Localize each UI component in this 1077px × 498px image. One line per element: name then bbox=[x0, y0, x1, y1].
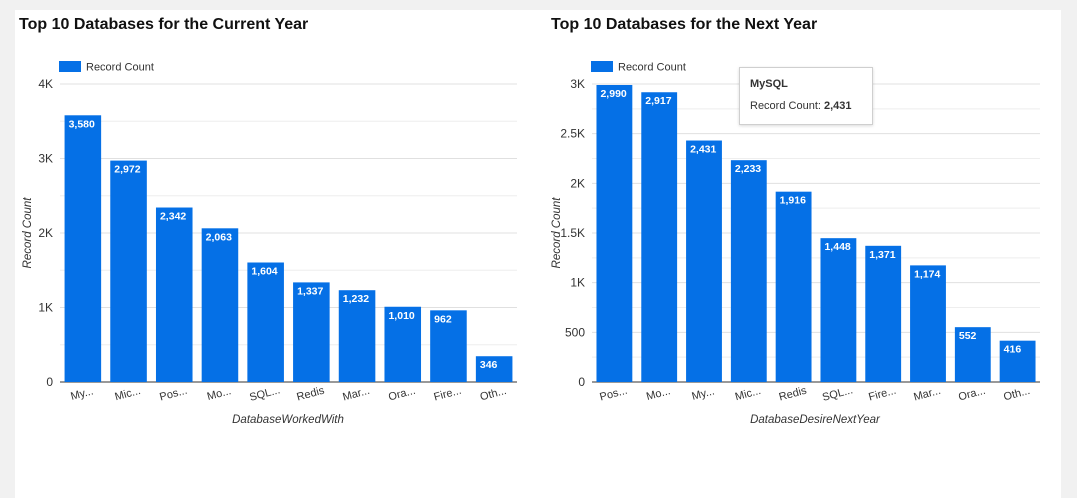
y-tick-label: 3K bbox=[38, 152, 53, 166]
bar bbox=[910, 265, 946, 382]
bar-value-label: 346 bbox=[480, 359, 498, 371]
tooltip-title: MySQL bbox=[750, 78, 788, 90]
bar-value-label: 1,371 bbox=[869, 249, 895, 261]
x-tick-label: Mo... bbox=[645, 385, 672, 403]
x-tick-label: SQL... bbox=[821, 384, 854, 404]
bar-value-label: 2,063 bbox=[206, 231, 232, 243]
x-axis-title: DatabaseDesireNextYear bbox=[750, 414, 881, 426]
bar bbox=[247, 262, 284, 382]
bar bbox=[730, 160, 767, 382]
bar bbox=[775, 191, 812, 382]
bar bbox=[384, 306, 422, 382]
bar bbox=[338, 290, 376, 382]
bar-value-label: 1,916 bbox=[780, 195, 806, 207]
bar-value-label: 2,233 bbox=[735, 163, 761, 175]
bar bbox=[865, 245, 902, 382]
bar-value-label: 2,431 bbox=[690, 144, 716, 156]
x-tick-label: Pos... bbox=[598, 385, 628, 404]
tooltip-label: Record Count: bbox=[750, 100, 821, 112]
bar bbox=[596, 84, 633, 382]
bar bbox=[820, 238, 857, 382]
bar-value-label: 552 bbox=[959, 330, 977, 342]
y-tick-label: 2.5K bbox=[560, 127, 585, 141]
chart-title-current-year: Top 10 Databases for the Current Year bbox=[19, 16, 309, 33]
y-tick-label: 2K bbox=[570, 176, 585, 190]
y-tick-label: 2K bbox=[38, 226, 53, 240]
legend-label: Record Count bbox=[618, 62, 686, 74]
bar bbox=[954, 327, 991, 382]
bar-tooltip: MySQL Record Count: 2,431 bbox=[739, 67, 873, 125]
x-axis-title: DatabaseWorkedWith bbox=[232, 414, 344, 426]
x-tick-label: Ora... bbox=[957, 385, 987, 404]
bar-value-label: 3,580 bbox=[69, 118, 95, 130]
bar-value-label: 416 bbox=[1004, 344, 1022, 356]
bar bbox=[475, 356, 513, 382]
bar bbox=[64, 115, 102, 382]
bar-value-label: 2,972 bbox=[114, 164, 140, 176]
x-tick-label: My... bbox=[691, 385, 716, 403]
x-tick-label: Redis bbox=[778, 385, 809, 404]
y-tick-label: 500 bbox=[565, 325, 585, 339]
legend-label: Record Count bbox=[86, 62, 154, 74]
bar bbox=[201, 228, 239, 382]
x-tick-label: Mic... bbox=[734, 385, 762, 403]
tooltip-body: Record Count: 2,431 bbox=[750, 100, 862, 112]
bar bbox=[110, 160, 147, 382]
x-tick-label: Fire... bbox=[867, 385, 897, 404]
y-tick-label: 4K bbox=[38, 77, 53, 91]
bar bbox=[686, 140, 722, 382]
x-tick-label: Oth... bbox=[1002, 385, 1031, 404]
bar bbox=[999, 340, 1036, 382]
x-tick-label: Mar... bbox=[912, 385, 942, 404]
y-tick-label: 1K bbox=[38, 301, 53, 315]
chart-title-next-year: Top 10 Databases for the Next Year bbox=[551, 16, 818, 33]
bar-value-label: 962 bbox=[434, 313, 452, 325]
tooltip-value: 2,431 bbox=[824, 100, 852, 112]
legend-swatch bbox=[591, 61, 613, 72]
y-tick-label: 1K bbox=[570, 276, 585, 290]
y-tick-label: 3K bbox=[570, 77, 585, 91]
y-tick-label: 1.5K bbox=[560, 226, 585, 240]
legend-swatch bbox=[59, 61, 81, 72]
bar-value-label: 1,448 bbox=[824, 241, 850, 253]
bar-value-label: 2,990 bbox=[600, 88, 626, 100]
y-axis-title: Record Count bbox=[22, 197, 34, 269]
bar-value-label: 2,342 bbox=[160, 211, 186, 223]
bar-value-label: 1,010 bbox=[388, 310, 414, 322]
x-tick-label: My... bbox=[69, 385, 94, 403]
bar bbox=[430, 310, 467, 382]
bar bbox=[293, 282, 330, 382]
bar-value-label: 1,604 bbox=[251, 266, 277, 278]
bar bbox=[641, 92, 678, 383]
bar-value-label: 1,337 bbox=[297, 285, 323, 297]
bar bbox=[155, 207, 193, 382]
bar-value-label: 1,174 bbox=[914, 268, 940, 280]
y-axis-title: Record Count bbox=[551, 197, 563, 269]
y-tick-label: 0 bbox=[46, 375, 53, 389]
y-tick-label: 0 bbox=[578, 375, 585, 389]
bar-value-label: 2,917 bbox=[645, 95, 671, 107]
bar-value-label: 1,232 bbox=[343, 293, 369, 305]
